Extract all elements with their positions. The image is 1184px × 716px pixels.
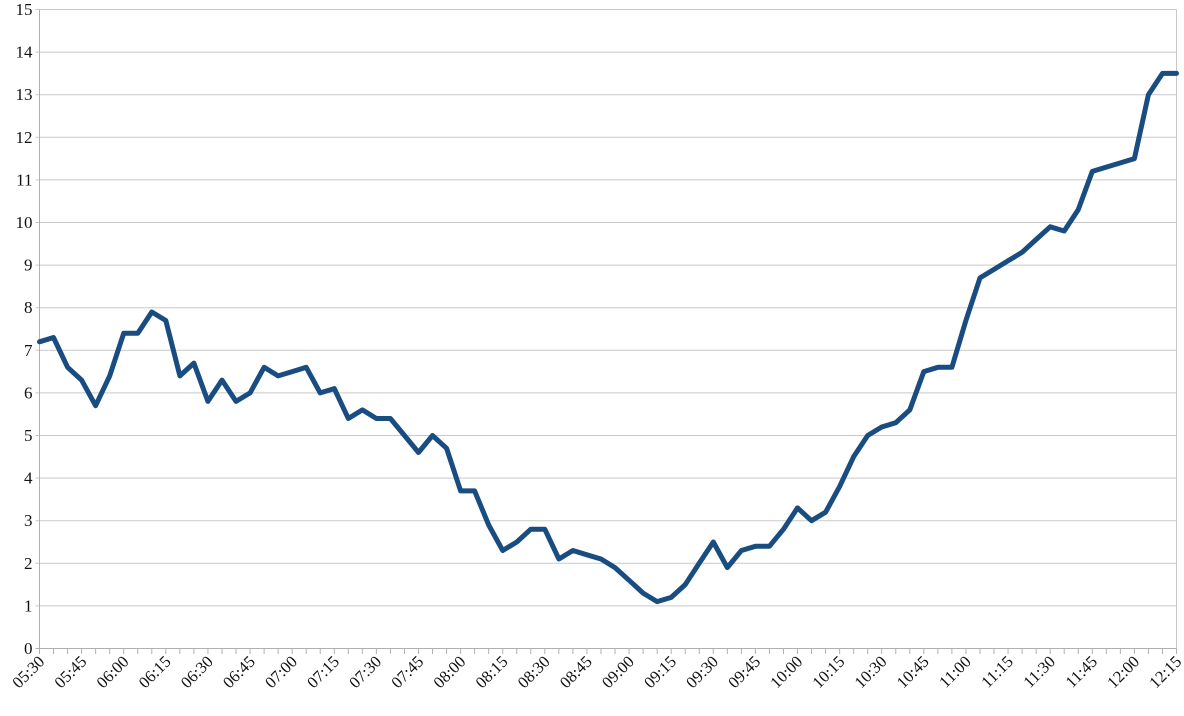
x-axis-tick-label: 11:00 (935, 652, 975, 692)
y-axis-tick-label: 0 (24, 639, 33, 658)
y-axis-tick-label: 1 (24, 596, 33, 615)
y-axis-tick-label: 3 (24, 511, 33, 530)
x-axis-tick-label: 06:30 (177, 652, 217, 692)
x-axis-tick-label: 11:45 (1062, 652, 1102, 692)
x-axis-tick-label: 10:00 (766, 652, 806, 692)
y-axis-tick-label: 7 (24, 341, 33, 360)
x-axis-tick-label: 05:30 (8, 652, 48, 692)
x-axis-tick-label: 06:00 (93, 652, 133, 692)
y-axis-tick-label: 14 (16, 43, 34, 62)
x-axis-tick-label: 07:30 (345, 652, 385, 692)
x-axis-tick-label: 07:45 (387, 652, 427, 692)
x-axis-tick-label: 09:00 (598, 652, 638, 692)
y-axis-tick-label: 15 (16, 0, 33, 19)
y-axis-tick-label: 4 (24, 469, 33, 488)
y-axis-tick-label: 11 (16, 170, 32, 189)
x-axis-tick-label: 10:15 (808, 652, 848, 692)
y-axis-tick-label: 5 (24, 426, 33, 445)
x-axis-tick-label: 07:15 (303, 652, 343, 692)
x-axis-tick-label: 10:30 (851, 652, 891, 692)
x-axis-tick-label: 11:15 (977, 652, 1017, 692)
y-axis-tick-label: 13 (16, 85, 33, 104)
x-axis-tick-label: 09:45 (724, 652, 764, 692)
x-axis-tick-label: 08:30 (514, 652, 554, 692)
x-axis-tick-label: 08:00 (429, 652, 469, 692)
x-axis-tick-label: 08:15 (472, 652, 512, 692)
x-axis-tick-label: 09:15 (640, 652, 680, 692)
y-axis-tick-label: 9 (24, 256, 33, 275)
series-line (37, 70, 1179, 605)
y-axis-tick-label: 12 (16, 128, 33, 147)
x-axis-tick-label: 09:30 (682, 652, 722, 692)
x-axis-tick-label: 11:30 (1019, 652, 1059, 692)
x-axis-tick-label: 07:00 (261, 652, 301, 692)
x-axis-tick-label: 06:15 (135, 652, 175, 692)
x-axis-tick-label: 12:15 (1145, 652, 1184, 692)
x-axis-tick-label: 06:45 (219, 652, 259, 692)
x-axis-tick-label: 10:45 (893, 652, 933, 692)
y-axis-tick-label: 6 (24, 383, 33, 402)
y-axis-tick-label: 10 (16, 213, 33, 232)
y-axis-tick-label: 8 (24, 298, 33, 317)
x-axis-tick-label: 12:00 (1103, 652, 1143, 692)
y-axis-tick-label: 2 (24, 554, 33, 573)
x-axis-tick-label: 05:45 (50, 652, 90, 692)
x-axis-tick-label: 08:45 (556, 652, 596, 692)
